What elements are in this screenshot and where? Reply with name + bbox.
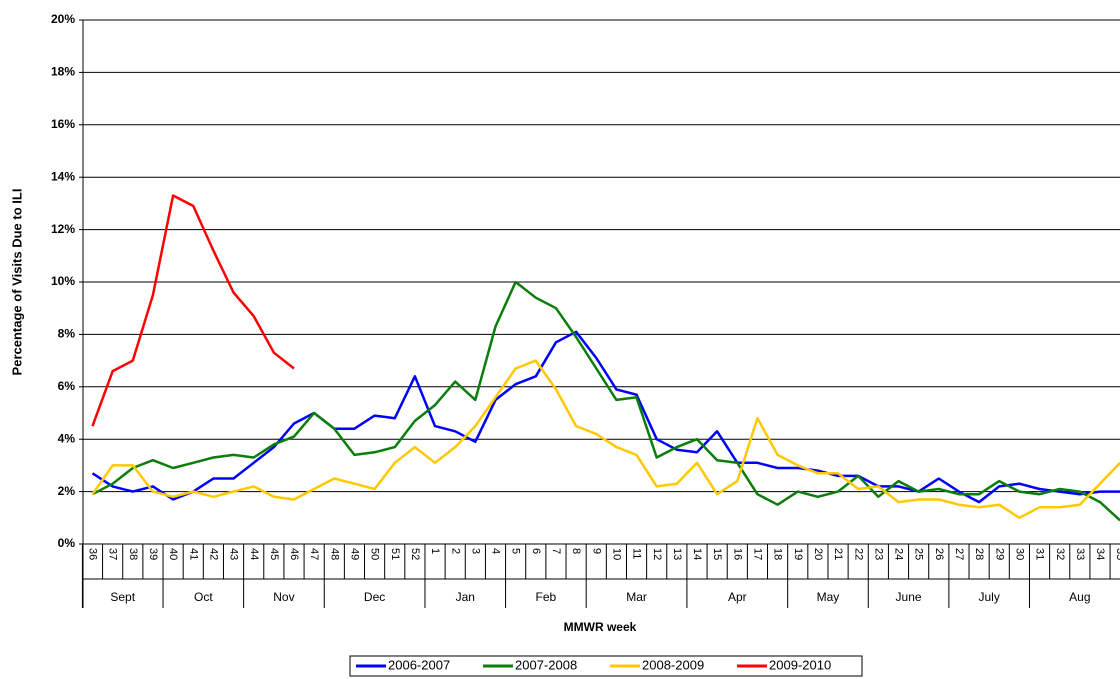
month-label: Dec [364, 590, 385, 604]
x-tick-label: 1 [429, 548, 441, 554]
x-tick-label: 44 [248, 548, 260, 560]
x-tick-label: 51 [389, 548, 401, 560]
month-label: Sept [110, 590, 135, 604]
x-tick-label: 42 [207, 548, 219, 560]
y-axis-label: Percentage of Visits Due to ILI [9, 189, 24, 376]
y-tick-label: 20% [51, 12, 75, 26]
x-tick-label: 21 [832, 548, 844, 560]
x-tick-label: 32 [1054, 548, 1066, 560]
x-tick-label: 28 [973, 548, 985, 560]
x-tick-label: 45 [268, 548, 280, 560]
y-tick-label: 12% [51, 222, 75, 236]
x-axis-label: MMWR week [564, 620, 637, 634]
x-tick-label: 3 [469, 548, 481, 554]
x-tick-label: 5 [510, 548, 522, 554]
month-label: Oct [194, 590, 213, 604]
month-label: June [896, 590, 922, 604]
y-tick-label: 4% [58, 431, 76, 445]
legend-label: 2008-2009 [642, 657, 704, 672]
legend-label: 2006-2007 [388, 657, 450, 672]
x-tick-label: 14 [691, 548, 703, 560]
x-tick-label: 41 [187, 548, 199, 560]
y-tick-label: 6% [58, 379, 76, 393]
month-label: Feb [536, 590, 557, 604]
x-tick-label: 39 [147, 548, 159, 560]
x-tick-label: 7 [550, 548, 562, 554]
series-line [91, 280, 1120, 522]
series-line [91, 359, 1120, 520]
x-tick-label: 47 [308, 548, 320, 560]
y-tick-label: 14% [51, 169, 75, 183]
month-label: July [979, 590, 1000, 604]
x-tick-label: 6 [530, 548, 542, 554]
y-tick-label: 10% [51, 274, 75, 288]
x-tick-label: 38 [127, 548, 139, 560]
x-tick-label: 48 [328, 548, 340, 560]
legend-label: 2009-2010 [769, 657, 831, 672]
x-tick-label: 27 [953, 548, 965, 560]
x-tick-label: 8 [570, 548, 582, 554]
x-tick-label: 33 [1074, 548, 1086, 560]
x-tick-label: 23 [872, 548, 884, 560]
x-tick-label: 31 [1034, 548, 1046, 560]
x-tick-label: 20 [812, 548, 824, 560]
x-tick-label: 52 [409, 548, 421, 560]
x-tick-label: 10 [610, 548, 622, 560]
series-line [91, 330, 1120, 504]
x-tick-label: 40 [167, 548, 179, 560]
y-tick-label: 18% [51, 65, 75, 79]
x-tick-label: 49 [349, 548, 361, 560]
month-label: Nov [273, 590, 294, 604]
month-label: May [817, 590, 840, 604]
y-tick-label: 2% [58, 484, 76, 498]
x-tick-label: 29 [993, 548, 1005, 560]
x-tick-label: 46 [288, 548, 300, 560]
x-tick-label: 9 [590, 548, 602, 554]
series-line [91, 194, 295, 427]
x-tick-label: 30 [1013, 548, 1025, 560]
x-tick-label: 35 [1114, 548, 1120, 560]
x-tick-label: 2 [449, 548, 461, 554]
y-tick-label: 16% [51, 117, 75, 131]
month-label: Apr [728, 590, 747, 604]
x-tick-label: 24 [893, 548, 905, 560]
x-tick-label: 15 [711, 548, 723, 560]
x-tick-label: 22 [852, 548, 864, 560]
month-label: Jan [456, 590, 475, 604]
x-tick-label: 36 [87, 548, 99, 560]
y-tick-label: 0% [58, 536, 76, 550]
x-tick-label: 18 [772, 548, 784, 560]
x-tick-label: 26 [933, 548, 945, 560]
x-tick-label: 13 [671, 548, 683, 560]
x-tick-label: 19 [792, 548, 804, 560]
y-tick-label: 8% [58, 327, 76, 341]
x-tick-label: 16 [731, 548, 743, 560]
month-label: Aug [1069, 590, 1090, 604]
x-tick-label: 50 [369, 548, 381, 560]
x-tick-label: 12 [651, 548, 663, 560]
month-label: Mar [626, 590, 647, 604]
x-tick-label: 11 [631, 548, 643, 559]
legend-box [349, 655, 863, 677]
x-tick-label: 43 [228, 548, 240, 560]
x-tick-label: 34 [1094, 548, 1106, 560]
x-tick-label: 17 [752, 548, 764, 560]
x-tick-label: 37 [107, 548, 119, 560]
legend-label: 2007-2008 [515, 657, 577, 672]
x-tick-label: 25 [913, 548, 925, 560]
x-tick-label: 4 [490, 548, 502, 554]
